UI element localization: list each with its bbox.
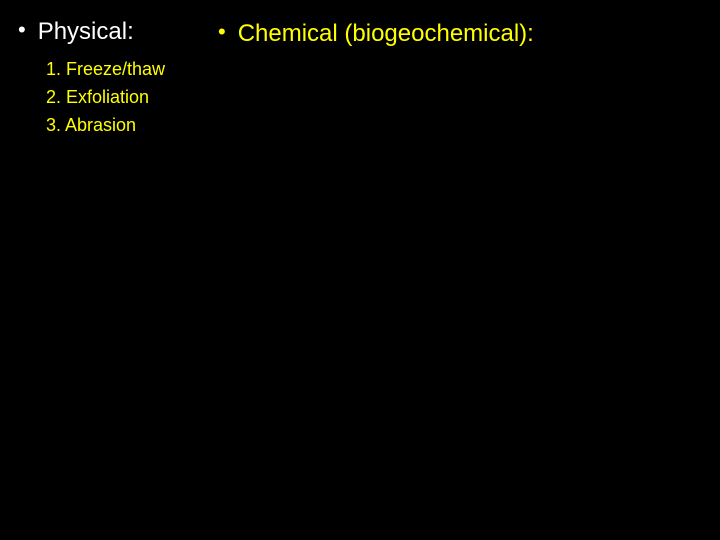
chemical-heading: Chemical (biogeochemical):: [238, 20, 534, 48]
physical-heading: Physical:: [38, 18, 134, 46]
physical-sublist: 1. Freeze/thaw 2. Exfoliation 3. Abrasio…: [46, 56, 165, 140]
bullet-icon: •: [18, 19, 26, 41]
physical-heading-row: • Physical:: [18, 18, 165, 46]
right-column: • Chemical (biogeochemical):: [218, 20, 534, 58]
chemical-heading-row: • Chemical (biogeochemical):: [218, 20, 534, 48]
list-item: 1. Freeze/thaw: [46, 56, 165, 84]
bullet-icon: •: [218, 21, 226, 43]
left-column: • Physical: 1. Freeze/thaw 2. Exfoliatio…: [18, 18, 165, 140]
list-item: 2. Exfoliation: [46, 84, 165, 112]
list-item: 3. Abrasion: [46, 112, 165, 140]
